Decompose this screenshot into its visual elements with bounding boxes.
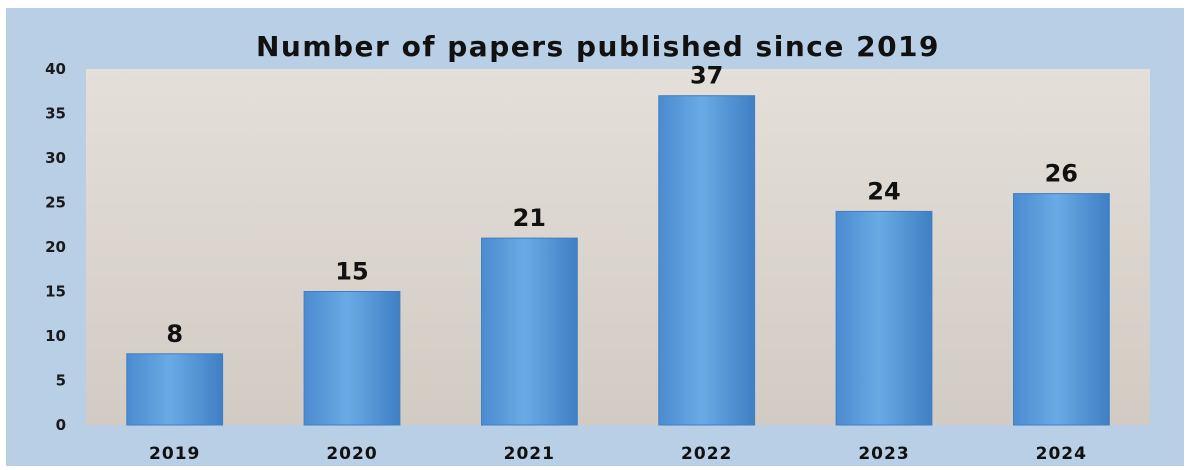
x-tick-label: 2019 bbox=[149, 444, 200, 464]
data-label: 8 bbox=[166, 320, 183, 348]
data-label: 21 bbox=[513, 204, 546, 232]
y-tick-label: 25 bbox=[45, 194, 66, 212]
x-tick-label: 2021 bbox=[504, 444, 555, 464]
bar bbox=[126, 353, 224, 426]
y-tick-label: 20 bbox=[45, 238, 66, 256]
x-tick-label: 2024 bbox=[1036, 444, 1087, 464]
chart-title: Number of papers published since 2019 bbox=[256, 30, 940, 63]
plot-area bbox=[86, 69, 1150, 425]
bar bbox=[658, 95, 756, 426]
y-tick-label: 5 bbox=[56, 372, 66, 390]
x-tick-label: 2020 bbox=[326, 444, 377, 464]
y-tick-label: 10 bbox=[45, 327, 66, 345]
x-axis: 2019 2020 2021 2022 2023 2024 bbox=[149, 444, 1087, 464]
y-tick-label: 0 bbox=[56, 416, 66, 434]
bar bbox=[481, 237, 578, 426]
y-tick-label: 35 bbox=[45, 105, 66, 123]
data-label: 15 bbox=[335, 258, 368, 286]
data-label: 24 bbox=[867, 177, 900, 205]
x-tick-label: 2023 bbox=[858, 444, 909, 464]
y-tick-label: 40 bbox=[45, 60, 66, 78]
bar bbox=[303, 291, 401, 426]
y-axis: 0 5 10 15 20 25 30 35 40 bbox=[45, 60, 66, 434]
bars: 8 15 21 37 24 26 bbox=[126, 62, 1110, 426]
x-tick-label: 2022 bbox=[681, 444, 732, 464]
y-tick-label: 30 bbox=[45, 149, 66, 167]
data-label: 26 bbox=[1045, 160, 1078, 188]
data-label: 37 bbox=[690, 62, 723, 90]
bar bbox=[1013, 193, 1110, 426]
y-tick-label: 15 bbox=[45, 283, 66, 301]
bar bbox=[835, 210, 933, 426]
